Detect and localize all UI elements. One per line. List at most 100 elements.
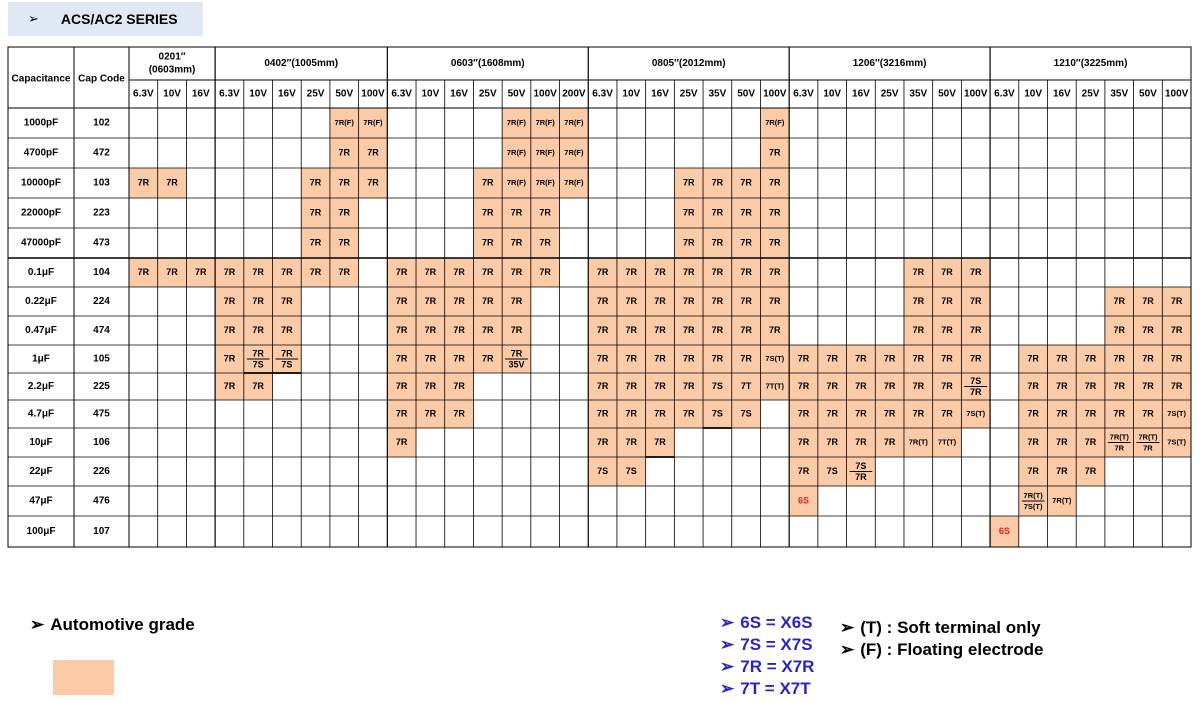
cell-shade (932, 400, 962, 428)
cell-value: 7R (769, 267, 781, 277)
cell-shade (502, 198, 531, 228)
cap-code-label: 225 (93, 381, 110, 392)
cell-value: 7R(F) (507, 178, 527, 187)
automotive-grade-swatch (53, 660, 114, 695)
cell-value: 7R (482, 267, 494, 277)
cell-shade (272, 316, 302, 345)
cell-value: 7R(F) (335, 118, 355, 127)
cell-value: 7R (482, 325, 494, 335)
cell-shade (588, 373, 617, 400)
voltage-header: 25V (680, 89, 698, 100)
cap-code-label: 105 (93, 354, 110, 365)
cell-shade (329, 198, 359, 228)
cell-value: 7R (310, 177, 322, 187)
cell-shade (329, 228, 359, 258)
cell-shade (645, 373, 675, 400)
cell-shade (703, 198, 732, 228)
cell-shade (760, 258, 790, 287)
cell-value: 7R (396, 267, 408, 277)
cell-shade (616, 428, 646, 457)
cell-shade (530, 138, 560, 168)
cell-shade (875, 400, 904, 428)
cell-shade (616, 316, 646, 345)
cell-value: 7R (511, 296, 523, 306)
cell-value: 7R (913, 296, 925, 306)
cap-code-label: 104 (93, 267, 110, 278)
voltage-header: 25V (479, 89, 497, 100)
cell-shade (846, 400, 876, 428)
cell-value: 7R (511, 237, 523, 247)
voltage-header: 6.3V (133, 89, 154, 100)
cell-shade (243, 287, 273, 316)
cell-value: 7R (597, 353, 609, 363)
cell-shade (559, 168, 589, 198)
voltage-header: 10V (823, 89, 841, 100)
cell-value: 7R (769, 147, 781, 157)
voltage-header: 50V (508, 89, 526, 100)
capacitance-label: 47000pF (21, 238, 61, 249)
cell-shade (703, 345, 732, 373)
cell-value: 7R (425, 381, 437, 391)
cell-value: 7R (1027, 353, 1039, 363)
cell-value: 7R (740, 207, 752, 217)
cell-value: 7R (970, 325, 982, 335)
cell-shade (473, 258, 503, 287)
cell-value: 7R (339, 267, 351, 277)
voltage-header: 6.3V (793, 89, 814, 100)
cell-shade (387, 316, 417, 345)
cap-code-label: 103 (93, 178, 110, 189)
cell-shade (358, 138, 388, 168)
cell-value: 7R (884, 408, 896, 418)
cell-shade (703, 287, 732, 316)
capacitance-label: 47μF (29, 496, 52, 507)
cell-shade (645, 345, 675, 373)
cell-value: 7R (826, 437, 838, 447)
cell-value: 7R (425, 408, 437, 418)
cell-value: 7R(F) (564, 148, 584, 157)
cell-value: 7R (626, 353, 638, 363)
cell-shade (645, 316, 675, 345)
cell-shade (387, 428, 417, 457)
cell-value: 7R (826, 408, 838, 418)
cell-shade (444, 345, 474, 373)
cell-shade (473, 287, 503, 316)
cell-value: 7R (396, 325, 408, 335)
code-line: ➢ 7T = X7T (720, 679, 811, 698)
capacitance-label: 0.47μF (25, 325, 57, 336)
cell-shade (961, 316, 991, 345)
cell-shade (1162, 428, 1191, 457)
cell-value: 7R (597, 267, 609, 277)
cell-shade (272, 287, 302, 316)
cell-shade (616, 258, 646, 287)
cell-shade (502, 138, 531, 168)
cell-value: 7R (1113, 353, 1125, 363)
cell-value: 7R (798, 466, 810, 476)
cell-value: 7R (654, 381, 666, 391)
cell-shade (703, 258, 732, 287)
arrow-bullet-icon: ➢ (30, 615, 45, 634)
voltage-header: 35V (909, 89, 927, 100)
cell-value-top: 7R(T) (1138, 432, 1158, 441)
capacitance-label: 2.2μF (28, 381, 54, 392)
capacitance-label: 0.1μF (28, 267, 54, 278)
cell-value: 7R (597, 296, 609, 306)
cell-shade (502, 258, 531, 287)
cell-shade (932, 428, 962, 457)
cell-shade (875, 345, 904, 373)
cell-value: 7R (310, 267, 322, 277)
cell-shade (760, 168, 790, 198)
cell-value: 7R (597, 408, 609, 418)
cap-code-label: 473 (93, 238, 110, 249)
cell-shade (559, 108, 589, 138)
cell-value: 7R (166, 267, 178, 277)
cell-value: 7R (798, 408, 810, 418)
cell-value: 7R (941, 325, 953, 335)
cell-shade (903, 400, 933, 428)
capacitance-label: 10000pF (21, 178, 61, 189)
cell-shade (817, 428, 847, 457)
cell-shade (616, 457, 646, 486)
cell-shade (588, 457, 617, 486)
cell-value: 7R (884, 437, 896, 447)
cell-value: 7R(T) (1052, 496, 1072, 505)
voltage-header: 10V (163, 89, 181, 100)
